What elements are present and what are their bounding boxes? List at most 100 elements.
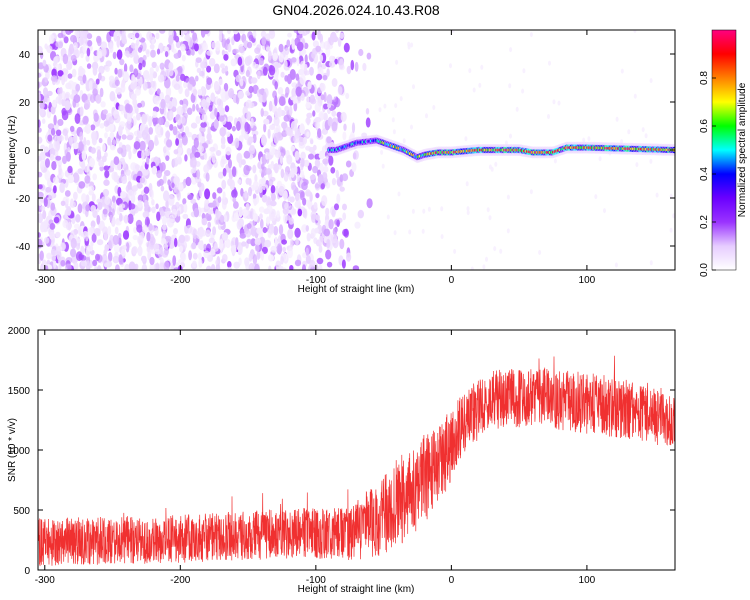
- spectrogram-noise-cell: [464, 136, 468, 142]
- spectrogram-noise-cell: [204, 188, 211, 200]
- spectrogram-noise-cell: [38, 119, 41, 128]
- spectrogram-noise-cell: [529, 189, 533, 195]
- spectrogram-noise-cell: [627, 129, 631, 135]
- spectrogram-noise-cell: [301, 181, 308, 191]
- spectrogram-noise-cell: [62, 155, 67, 165]
- spectrogram-noise-cell: [239, 30, 245, 35]
- spectrogram-noise-cell: [46, 252, 52, 260]
- spectrogram-noise-cell: [244, 257, 250, 267]
- spectrogram-noise-cell: [157, 74, 165, 83]
- spectrogram-noise-cell: [557, 100, 561, 106]
- spectrogram-noise-cell: [43, 197, 48, 207]
- spectrogram-noise-cell: [397, 191, 401, 197]
- spectrogram-noise-cell: [109, 144, 116, 151]
- spectrogram-noise-cell: [92, 259, 98, 267]
- spectrogram-noise-cell: [108, 75, 115, 82]
- spectrogram-noise-cell: [245, 99, 252, 109]
- spectrogram-noise-cell: [322, 166, 329, 173]
- spectrogram-noise-cell: [365, 108, 370, 115]
- spectrogram-noise-cell: [320, 82, 326, 92]
- spectrogram-noise-cell: [248, 252, 253, 262]
- spectrogram-noise-cell: [149, 43, 155, 50]
- spectrogram-noise-cell: [40, 205, 46, 212]
- spectrogram-noise-cell: [151, 206, 156, 214]
- spectrogram-noise-cell: [70, 248, 77, 258]
- spectrogram-noise-cell: [142, 194, 147, 201]
- spectrogram-noise-cell: [121, 32, 126, 42]
- spectrogram-noise-cell: [55, 231, 61, 238]
- spectrogram-noise-cell: [289, 196, 295, 203]
- spectrogram-noise-cell: [182, 213, 189, 220]
- spectrogram-noise-cell: [73, 94, 81, 104]
- spectrogram-noise-cell: [160, 185, 165, 192]
- spectrogram-noise-cell: [328, 219, 334, 230]
- spectrogram-noise-cell: [206, 65, 212, 73]
- spectrogram-noise-cell: [183, 81, 188, 89]
- spectrogram-noise-cell: [174, 35, 180, 43]
- spectrogram-noise-cell: [410, 124, 413, 130]
- spectrogram-noise-cell: [335, 169, 339, 179]
- spectrogram-noise-cell: [319, 54, 324, 62]
- spectrogram-noise-cell: [300, 157, 305, 168]
- snr-x-tick-label: 0: [449, 575, 455, 586]
- spectrogram-noise-cell: [118, 254, 123, 265]
- spectrogram-noise-cell: [175, 40, 181, 49]
- spectrogram-noise-cell: [337, 37, 342, 47]
- spectrogram-noise-cell: [132, 234, 139, 241]
- spectrogram-noise-cell: [509, 133, 512, 139]
- spectrogram-noise-cell: [164, 170, 171, 177]
- spectrogram-noise-cell: [300, 170, 305, 178]
- snr-x-label: Height of straight line (km): [298, 584, 415, 595]
- spectrogram-noise-cell: [57, 32, 64, 39]
- spectrogram-noise-cell: [85, 194, 90, 203]
- spectrogram-noise-cell: [148, 126, 154, 135]
- spectrogram-noise-cell: [265, 216, 271, 224]
- spectrogram-noise-cell: [594, 194, 598, 200]
- spectrogram-noise-cell: [65, 82, 72, 90]
- spectrogram-noise-cell: [327, 116, 333, 127]
- spectrogram-noise-cell: [162, 215, 167, 226]
- spectrogram-noise-cell: [44, 169, 51, 181]
- spectrogram-noise-cell: [262, 66, 268, 76]
- spectrogram-noise-cell: [125, 169, 131, 176]
- spectrogram-noise-cell: [179, 99, 184, 105]
- spectrogram-noise-cell: [60, 260, 66, 267]
- spectrogram-noise-cell: [203, 243, 207, 251]
- spectrogram-noise-cell: [465, 181, 469, 187]
- spectrogram-noise-cell: [73, 223, 80, 229]
- spectrogram-noise-cell: [254, 47, 261, 54]
- spectrogram-noise-cell: [120, 82, 125, 88]
- spectrogram-noise-cell: [38, 136, 43, 144]
- spectrogram-noise-cell: [168, 194, 175, 206]
- spectrogram-noise-cell: [72, 142, 79, 150]
- spectrogram-noise-cell: [175, 201, 180, 209]
- spectrogram-noise-cell: [297, 30, 304, 35]
- spectrogram-noise-cell: [86, 63, 92, 69]
- spectrogram-noise-cell: [280, 168, 285, 179]
- spectrogram-noise-cell: [73, 42, 78, 50]
- spectrogram-noise-cell: [273, 225, 279, 236]
- spectrogram-noise-cell: [185, 33, 190, 42]
- spectrogram-noise-cell: [132, 148, 137, 155]
- spectrogram-noise-cell: [273, 163, 279, 174]
- spectrogram-noise-cell: [104, 65, 110, 72]
- spectrogram-noise-cell: [298, 136, 305, 146]
- spectrogram-noise-cell: [282, 190, 288, 201]
- spectrogram-noise-cell: [328, 155, 334, 166]
- spectrogram-noise-cell: [108, 238, 114, 250]
- spectrogram-noise-cell: [84, 166, 89, 173]
- spectrogram-noise-cell: [144, 216, 150, 228]
- spectrogram-noise-cell: [123, 63, 128, 73]
- spectrogram-noise-cell: [114, 67, 118, 75]
- spectrogram-noise-cell: [61, 74, 66, 86]
- spectrogram-noise-cell: [186, 148, 192, 156]
- spectrogram-noise-cell: [258, 88, 265, 95]
- spectrogram-noise-cell: [207, 221, 211, 228]
- spectrogram-noise-cell: [162, 230, 167, 238]
- spectrogram-noise-cell: [80, 52, 84, 59]
- spectrogram-noise-cell: [269, 145, 276, 156]
- spectrogram-noise-cell: [45, 158, 50, 168]
- spectrogram-noise-cell: [185, 176, 192, 187]
- spectrogram-noise-cell: [41, 118, 46, 124]
- snr-x-tick-label: 100: [579, 575, 596, 586]
